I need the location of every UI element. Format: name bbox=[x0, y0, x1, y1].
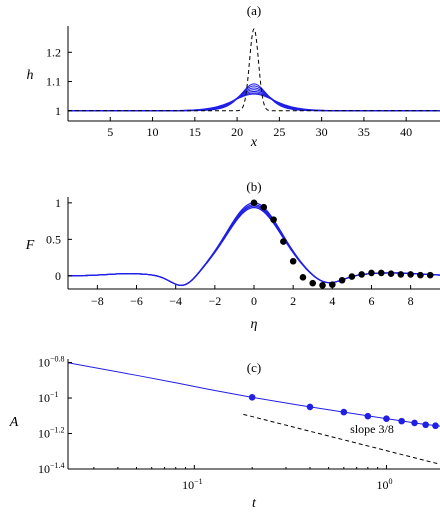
data-marker bbox=[368, 269, 375, 277]
amplitude-marker bbox=[432, 422, 439, 430]
panel-b-plot bbox=[68, 199, 440, 289]
data-marker bbox=[309, 279, 317, 287]
data-marker bbox=[358, 271, 365, 278]
y-axis-label: A bbox=[9, 415, 19, 430]
data-marker bbox=[280, 238, 287, 245]
y-axis-label: F bbox=[25, 238, 35, 253]
reference-slope-line bbox=[243, 413, 438, 465]
amplitude-marker bbox=[398, 417, 405, 425]
profile-curve bbox=[68, 93, 440, 112]
amplitude-marker bbox=[340, 408, 348, 416]
data-marker bbox=[397, 271, 405, 278]
x-tick-label: −4 bbox=[169, 294, 182, 308]
slope-annotation: slope 3/8 bbox=[350, 422, 394, 436]
panel-c-plot bbox=[68, 362, 440, 465]
data-marker bbox=[348, 273, 356, 280]
data-marker bbox=[387, 270, 395, 277]
data-marker bbox=[260, 203, 268, 211]
data-marker bbox=[329, 281, 336, 288]
x-tick-label: 15 bbox=[189, 125, 201, 139]
x-tick-label: 6 bbox=[368, 294, 374, 308]
panel-c: (c) slope 3/8 10−1 100 10−1.4 10−1.2 10−1 10−0.… bbox=[9, 355, 440, 511]
x-tick-label: 4 bbox=[329, 294, 335, 308]
data-marker bbox=[270, 216, 277, 223]
amplitude-marker bbox=[411, 419, 418, 427]
data-marker bbox=[377, 269, 385, 277]
x-tick-label: 100 bbox=[376, 477, 392, 492]
panel-b-title: (b) bbox=[246, 179, 261, 194]
data-marker bbox=[417, 271, 424, 279]
y-tick-label: 1.1 bbox=[46, 75, 61, 89]
x-tick-label: 5 bbox=[107, 125, 113, 139]
data-marker bbox=[338, 276, 346, 284]
amplitude-marker bbox=[248, 394, 256, 401]
x-tick-label: 20 bbox=[231, 125, 243, 139]
y-tick-label: 1 bbox=[55, 196, 61, 210]
amplitude-marker bbox=[364, 412, 372, 420]
initial-profile-curve bbox=[68, 28, 440, 112]
x-tick-label: 35 bbox=[358, 125, 370, 139]
data-marker bbox=[319, 282, 326, 289]
x-tick-label: 8 bbox=[408, 294, 414, 308]
x-axis-label: η bbox=[251, 317, 258, 332]
panel-c-title: (c) bbox=[247, 360, 261, 375]
data-marker bbox=[289, 257, 297, 265]
amplitude-marker bbox=[422, 421, 429, 429]
panel-a-title: (a) bbox=[247, 3, 261, 18]
x-tick-label: −6 bbox=[130, 294, 143, 308]
y-tick-label: 0 bbox=[55, 269, 61, 283]
x-tick-label: 25 bbox=[273, 125, 285, 139]
x-tick-label: 40 bbox=[400, 125, 412, 139]
x-axis-label: t bbox=[252, 496, 257, 511]
data-marker bbox=[250, 199, 258, 207]
x-tick-label: 2 bbox=[290, 294, 296, 308]
amplitude-marker bbox=[306, 403, 314, 411]
amplitude-marker bbox=[383, 415, 390, 422]
y-tick-label: 0.5 bbox=[46, 232, 61, 246]
data-marker bbox=[407, 271, 414, 278]
profile-curve bbox=[68, 92, 440, 112]
y-tick-label: 1 bbox=[55, 104, 61, 118]
panel-b: (b) −8 −6 −4 −2 0 2 4 6 8 0 0.5 1 η F bbox=[25, 179, 440, 332]
data-marker bbox=[426, 271, 434, 279]
y-tick-label: 10−0.8 bbox=[38, 355, 65, 370]
x-axis-label: x bbox=[250, 135, 258, 150]
y-axis-label: h bbox=[27, 68, 34, 83]
x-tick-label: −2 bbox=[208, 294, 221, 308]
x-tick-label: 10−1 bbox=[182, 477, 203, 492]
y-tick-label: 10−1.2 bbox=[38, 426, 65, 441]
x-tick-label: −8 bbox=[91, 294, 104, 308]
x-tick-label: 10 bbox=[147, 125, 159, 139]
y-tick-label: 1.2 bbox=[46, 45, 61, 59]
y-tick-label: 10−1 bbox=[38, 390, 59, 405]
panel-a-plot bbox=[68, 28, 440, 112]
panel-a: (a) 5 10 15 20 25 30 35 40 1 1.1 1.2 x h bbox=[27, 3, 440, 150]
x-tick-label: 30 bbox=[316, 125, 328, 139]
x-tick-label: 0 bbox=[251, 294, 257, 308]
data-marker bbox=[299, 274, 307, 281]
y-tick-label: 10−1.4 bbox=[38, 461, 65, 476]
